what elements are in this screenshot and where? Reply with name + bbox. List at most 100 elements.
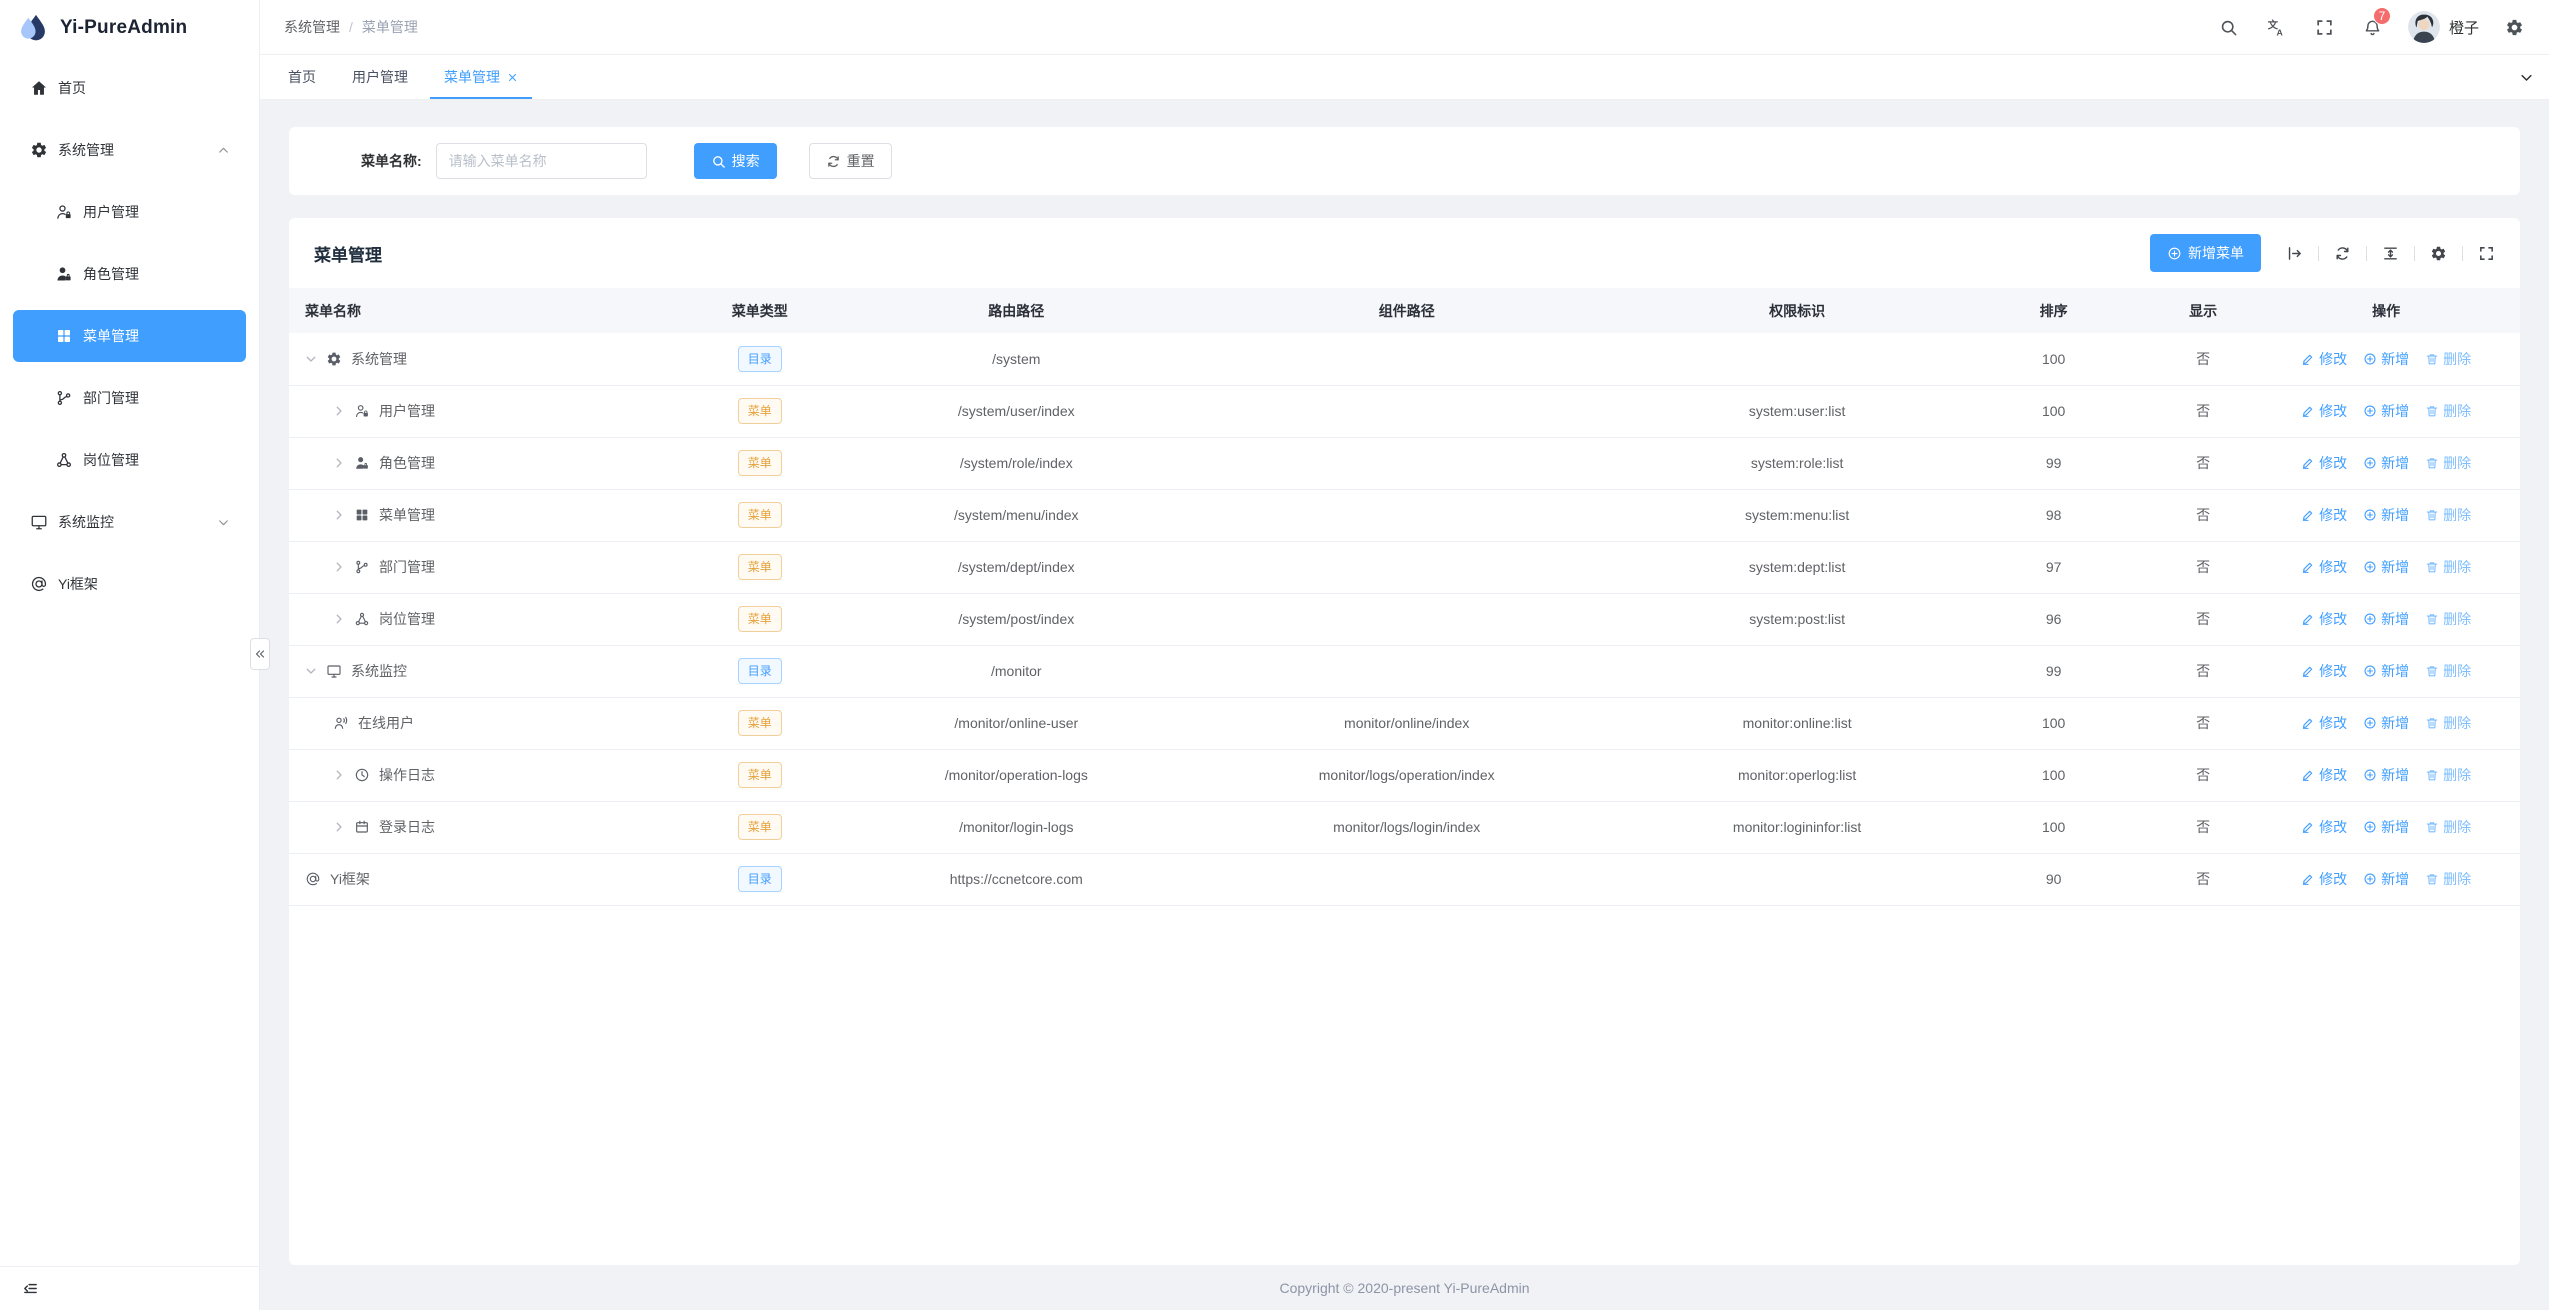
tree-expand-icon[interactable]	[333, 561, 345, 573]
tree-collapse-icon[interactable]	[305, 353, 317, 365]
delete-link[interactable]: 删除	[2425, 713, 2471, 733]
add-link[interactable]: 新增	[2363, 609, 2409, 629]
settings-button[interactable]	[2493, 6, 2535, 48]
add-menu-button[interactable]: 新增菜单	[2150, 234, 2261, 272]
tabbar: 首页 用户管理 菜单管理	[260, 55, 2549, 100]
add-link[interactable]: 新增	[2363, 557, 2409, 577]
delete-link[interactable]: 删除	[2425, 609, 2471, 629]
table-row: 部门管理 菜单/system/dept/index system:dept:list…	[289, 541, 2520, 594]
edit-link[interactable]: 修改	[2301, 869, 2347, 889]
tab-用户管理[interactable]: 用户管理	[334, 55, 426, 99]
sidebar-collapse-handle[interactable]	[250, 638, 270, 670]
cell-sort: 99	[1953, 437, 2155, 490]
menu-fold-icon[interactable]	[22, 1280, 39, 1297]
add-link[interactable]: 新增	[2363, 453, 2409, 473]
expand-toggle-icon[interactable]	[2286, 245, 2303, 262]
add-link[interactable]: 新增	[2363, 713, 2409, 733]
add-link-label: 新增	[2381, 350, 2410, 367]
sidebar-item-monitor[interactable]: 系统监控	[13, 496, 246, 548]
close-icon[interactable]	[507, 72, 518, 83]
table-header-row: 菜单名称 菜单类型 路由路径 组件路径 权限标识 排序 显示 操作	[289, 288, 2520, 333]
sidebar-item-menu[interactable]: 菜单管理	[13, 310, 246, 362]
breadcrumb-item[interactable]: 系统管理	[284, 19, 340, 35]
sidebar-nav: 首页系统管理用户管理角色管理菜单管理部门管理岗位管理系统监控 Yi框架	[0, 55, 259, 1266]
edit-link[interactable]: 修改	[2301, 765, 2347, 785]
delete-link[interactable]: 删除	[2425, 349, 2471, 369]
toolbar-divider	[2366, 245, 2367, 261]
tree-collapse-icon[interactable]	[305, 665, 317, 677]
fullscreen-button[interactable]	[2304, 6, 2346, 48]
add-link[interactable]: 新增	[2363, 765, 2409, 785]
menu-name-input[interactable]	[435, 143, 647, 179]
column-settings-icon[interactable]	[2430, 245, 2447, 262]
add-link[interactable]: 新增	[2363, 349, 2409, 369]
add-link[interactable]: 新增	[2363, 505, 2409, 525]
tree-node: 用户管理	[305, 401, 649, 421]
tree-expand-icon[interactable]	[333, 509, 345, 521]
delete-link[interactable]: 删除	[2425, 817, 2471, 837]
tree-expand-icon[interactable]	[333, 821, 345, 833]
cell-sort: 90	[1953, 853, 2155, 906]
edit-link-label: 修改	[2319, 871, 2348, 887]
tree-expand-icon[interactable]	[333, 457, 345, 469]
fullscreen-icon[interactable]	[2478, 245, 2495, 262]
sidebar-item-yi[interactable]: Yi框架	[13, 558, 246, 610]
delete-link[interactable]: 删除	[2425, 505, 2471, 525]
edit-link[interactable]: 修改	[2301, 349, 2347, 369]
table-row: 登录日志 菜单/monitor/login-logs monitor/logs/lo…	[289, 801, 2520, 854]
tabs-dropdown-button[interactable]	[2503, 55, 2549, 99]
edit-link[interactable]: 修改	[2301, 453, 2347, 473]
add-link[interactable]: 新增	[2363, 817, 2409, 837]
add-link[interactable]: 新增	[2363, 661, 2409, 681]
edit-link[interactable]: 修改	[2301, 609, 2347, 629]
table-row: 角色管理 菜单/system/role/index system:role:list…	[289, 437, 2520, 490]
search-submit-button[interactable]: 搜索	[693, 143, 777, 179]
delete-link[interactable]: 删除	[2425, 401, 2471, 421]
sidebar-item-role[interactable]: 角色管理	[13, 248, 246, 300]
user-menu[interactable]: 橙子	[2400, 11, 2487, 43]
refresh-icon[interactable]	[2334, 245, 2351, 262]
tree-expand-icon[interactable]	[333, 769, 345, 781]
tree-expand-icon[interactable]	[333, 405, 345, 417]
column-header: 操作	[2252, 288, 2520, 333]
search-button-label: 搜索	[731, 153, 760, 169]
cell-visible: 否	[2154, 385, 2253, 438]
cell-actions: 修改 新增 删除	[2252, 489, 2520, 542]
delete-link[interactable]: 删除	[2425, 557, 2471, 577]
edit-link[interactable]: 修改	[2301, 557, 2347, 577]
sidebar-item-post[interactable]: 岗位管理	[13, 434, 246, 486]
tab-菜单管理[interactable]: 菜单管理	[426, 55, 536, 99]
search-icon	[711, 154, 726, 169]
delete-link[interactable]: 删除	[2425, 453, 2471, 473]
tree-node: 系统管理	[305, 349, 649, 369]
sidebar-item-user[interactable]: 用户管理	[13, 186, 246, 238]
search-button[interactable]	[2208, 6, 2250, 48]
sidebar-item-system[interactable]: 系统管理	[13, 124, 246, 176]
reset-button[interactable]: 重置	[808, 143, 892, 179]
edit-link[interactable]: 修改	[2301, 713, 2347, 733]
add-link[interactable]: 新增	[2363, 869, 2409, 889]
edit-link[interactable]: 修改	[2301, 661, 2347, 681]
toolbar-divider	[2414, 245, 2415, 261]
delete-link[interactable]: 删除	[2425, 869, 2471, 889]
table-header: 菜单名称 菜单类型 路由路径 组件路径 权限标识 排序 显示 操作	[289, 288, 2520, 333]
edit-link[interactable]: 修改	[2301, 817, 2347, 837]
sidebar-item-home[interactable]: 首页	[13, 62, 246, 114]
trash-icon	[2425, 508, 2439, 522]
sidebar-item-dept[interactable]: 部门管理	[13, 372, 246, 424]
edit-link-label: 修改	[2319, 767, 2348, 783]
edit-link[interactable]: 修改	[2301, 401, 2347, 421]
tab-首页[interactable]: 首页	[270, 55, 334, 99]
chevron-down-icon	[217, 516, 230, 529]
delete-link[interactable]: 删除	[2425, 765, 2471, 785]
delete-link[interactable]: 删除	[2425, 661, 2471, 681]
row-density-icon[interactable]	[2382, 245, 2399, 262]
notifications-button[interactable]: 7	[2352, 6, 2394, 48]
edit-link[interactable]: 修改	[2301, 505, 2347, 525]
sidebar-item-label: 岗位管理	[83, 452, 139, 468]
reset-button-label: 重置	[846, 153, 875, 169]
edit-link-label: 修改	[2319, 611, 2348, 627]
tree-expand-icon[interactable]	[333, 613, 345, 625]
add-link[interactable]: 新增	[2363, 401, 2409, 421]
